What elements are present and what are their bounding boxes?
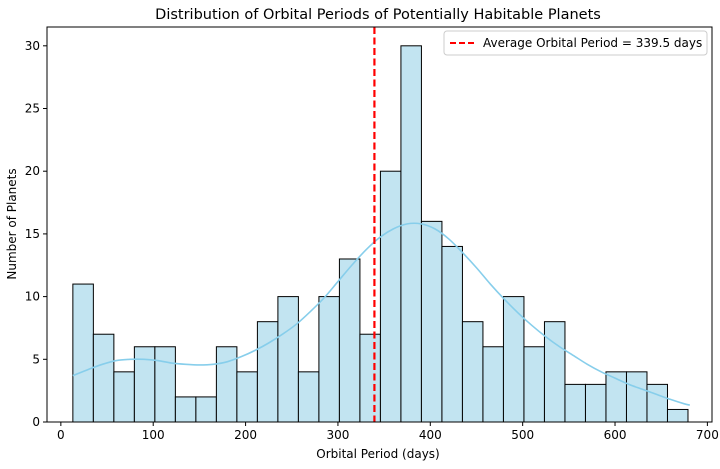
x-tick-label: 600 (604, 428, 627, 442)
x-tick-label: 300 (326, 428, 349, 442)
histogram-bar (564, 383, 586, 423)
histogram-bar (543, 321, 566, 423)
histogram-bar (441, 245, 463, 423)
histogram-bar (318, 296, 340, 423)
y-tick-label: 30 (25, 39, 40, 53)
legend-box (443, 30, 708, 56)
legend: Average Orbital Period = 339.5 days (443, 30, 708, 56)
histogram-bar (482, 346, 504, 423)
y-axis-label: Number of Planets (5, 168, 19, 279)
histogram-bar (646, 383, 668, 423)
histogram-bar (277, 296, 299, 423)
histogram-bar (215, 346, 238, 423)
histogram-bar (174, 396, 197, 423)
y-tick-label: 20 (25, 164, 40, 178)
y-axis: 0 5 10 15 20 25 30 (25, 39, 47, 429)
histogram-bar (461, 321, 484, 423)
histogram-bar (92, 333, 115, 423)
kde-curve (72, 222, 691, 406)
y-tick-label: 10 (25, 290, 40, 304)
histogram-bar (420, 220, 443, 423)
histogram-bar (133, 346, 156, 423)
x-tick-label: 100 (142, 428, 165, 442)
y-tick-label: 0 (32, 415, 40, 429)
histogram-bar (625, 371, 648, 423)
x-tick-label: 400 (419, 428, 442, 442)
x-tick-label: 200 (234, 428, 257, 442)
histogram-bar (379, 170, 402, 423)
x-tick-label: 0 (57, 428, 65, 442)
x-axis: 0 100 200 300 400 500 600 700 (57, 422, 719, 442)
histogram-bar (72, 283, 94, 423)
x-axis-label: Orbital Period (days) (316, 447, 439, 461)
x-tick-label: 700 (696, 428, 719, 442)
histogram-bar (666, 408, 689, 423)
bars-group (72, 45, 689, 423)
histogram-bar (154, 346, 176, 423)
histogram-bar (584, 383, 607, 423)
histogram-bar (297, 371, 320, 423)
histogram-bar (195, 396, 217, 423)
plot-frame (46, 26, 713, 423)
histogram-bar (256, 321, 279, 423)
histogram-bar (523, 346, 545, 423)
chart-title: Distribution of Orbital Periods of Poten… (155, 7, 601, 23)
x-tick-label: 500 (511, 428, 534, 442)
kde-group (72, 222, 691, 406)
histogram-bar (338, 258, 361, 423)
y-tick-label: 5 (32, 352, 40, 366)
histogram-bar (236, 371, 258, 423)
legend-label-mean-line: Average Orbital Period = 339.5 days (483, 36, 702, 50)
y-tick-label: 25 (25, 102, 40, 116)
y-tick-label: 15 (25, 227, 40, 241)
histogram-bar (359, 333, 381, 423)
histogram-bar (113, 371, 135, 423)
histogram-bar (400, 45, 422, 423)
